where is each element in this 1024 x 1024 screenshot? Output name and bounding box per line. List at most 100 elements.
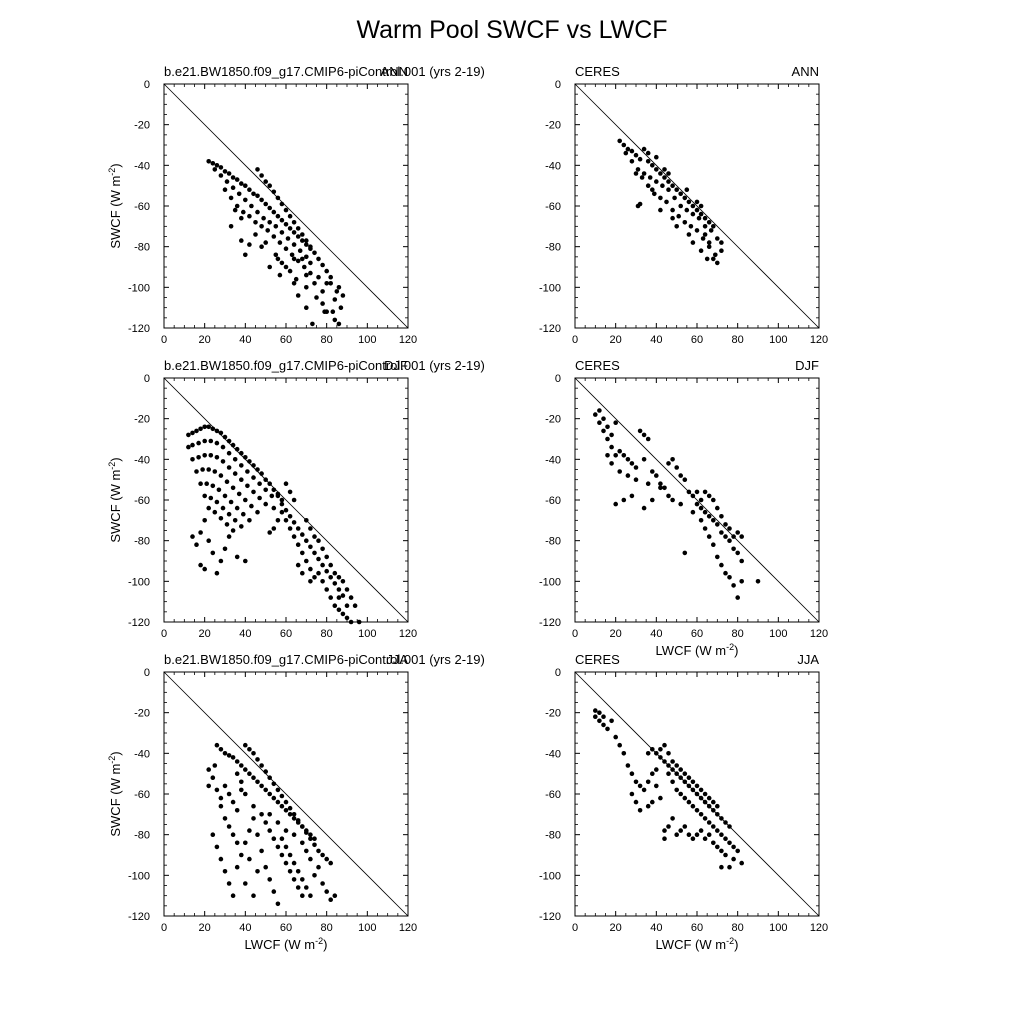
data-point — [324, 568, 330, 574]
data-point — [336, 595, 342, 600]
data-point — [336, 321, 342, 327]
data-point — [218, 747, 224, 752]
data-point — [222, 546, 228, 552]
data-point — [637, 428, 643, 434]
data-point — [650, 187, 655, 192]
data-point — [308, 579, 313, 584]
x-tick-label: 20 — [199, 922, 211, 934]
data-point — [251, 489, 256, 495]
data-point — [711, 497, 716, 503]
data-point — [324, 268, 330, 274]
panel-right-label: DJF — [795, 358, 819, 373]
data-point — [702, 526, 708, 531]
data-point — [336, 587, 342, 592]
x-tick-label: 0 — [572, 922, 578, 934]
y-tick-label: -40 — [545, 454, 561, 466]
data-point — [617, 742, 622, 748]
data-point — [287, 489, 293, 495]
x-tick-label: 120 — [810, 334, 828, 346]
data-point — [340, 611, 346, 617]
data-point — [304, 848, 309, 854]
data-point — [283, 207, 289, 213]
data-point — [694, 808, 700, 813]
data-point — [308, 544, 313, 550]
data-point — [330, 309, 336, 315]
data-point — [308, 566, 313, 572]
data-point — [287, 213, 293, 219]
data-point — [245, 469, 250, 474]
data-point — [639, 175, 645, 180]
data-point — [684, 207, 690, 213]
data-point — [291, 812, 297, 817]
data-point — [715, 236, 720, 241]
data-point — [320, 289, 325, 294]
data-point — [312, 550, 317, 556]
data-point — [735, 550, 740, 556]
data-point — [706, 534, 712, 539]
data-point — [731, 856, 736, 862]
data-point — [336, 285, 342, 290]
data-points — [206, 159, 346, 327]
data-point — [645, 159, 651, 164]
data-point — [674, 224, 679, 229]
data-point — [645, 481, 651, 487]
data-point — [304, 885, 309, 890]
data-point — [715, 803, 720, 809]
data-point — [198, 530, 203, 535]
y-tick-label: -20 — [134, 120, 150, 132]
data-point — [682, 824, 688, 829]
data-point — [243, 742, 248, 748]
y-tick-label: -20 — [545, 120, 561, 132]
y-tick-label: -120 — [128, 911, 150, 923]
y-tick-label: 0 — [555, 79, 561, 91]
data-point — [727, 840, 732, 846]
data-point — [304, 830, 309, 835]
data-point — [259, 848, 264, 854]
data-point — [236, 491, 242, 497]
data-point — [283, 828, 289, 833]
data-point — [255, 467, 260, 472]
data-point — [650, 163, 655, 168]
data-point — [304, 538, 309, 543]
data-point — [723, 820, 728, 825]
data-point — [739, 558, 744, 564]
data-point — [735, 595, 740, 600]
data-point — [713, 252, 718, 258]
data-point — [672, 195, 677, 201]
data-point — [694, 501, 700, 507]
data-point — [222, 816, 228, 821]
data-point — [251, 191, 256, 197]
data-point — [662, 828, 667, 833]
data-point — [241, 511, 246, 517]
y-tick-label: -40 — [134, 160, 150, 172]
data-point — [676, 213, 681, 219]
data-point — [257, 495, 262, 501]
data-point — [194, 469, 199, 474]
x-tick-label: 80 — [732, 628, 744, 640]
data-point — [216, 487, 222, 493]
data-point — [234, 505, 240, 511]
data-point — [704, 256, 710, 262]
data-point — [291, 281, 297, 286]
data-point — [255, 869, 260, 874]
y-tick-label: -120 — [539, 323, 561, 335]
data-point — [210, 832, 216, 837]
data-point — [686, 489, 692, 495]
data-point — [194, 542, 199, 547]
data-point — [682, 195, 688, 201]
x-tick-label: 60 — [280, 334, 292, 346]
data-point — [322, 309, 327, 315]
data-point — [645, 436, 651, 442]
data-point — [239, 477, 244, 483]
data-point — [711, 518, 716, 523]
data-point — [690, 240, 696, 245]
data-point — [220, 505, 226, 511]
data-point — [273, 224, 279, 229]
data-point — [344, 615, 350, 621]
x-tick-label: 100 — [769, 334, 787, 346]
data-point — [670, 457, 675, 462]
data-point — [263, 769, 269, 774]
data-point — [654, 473, 659, 478]
reference-line — [163, 377, 409, 623]
data-point — [263, 179, 269, 184]
